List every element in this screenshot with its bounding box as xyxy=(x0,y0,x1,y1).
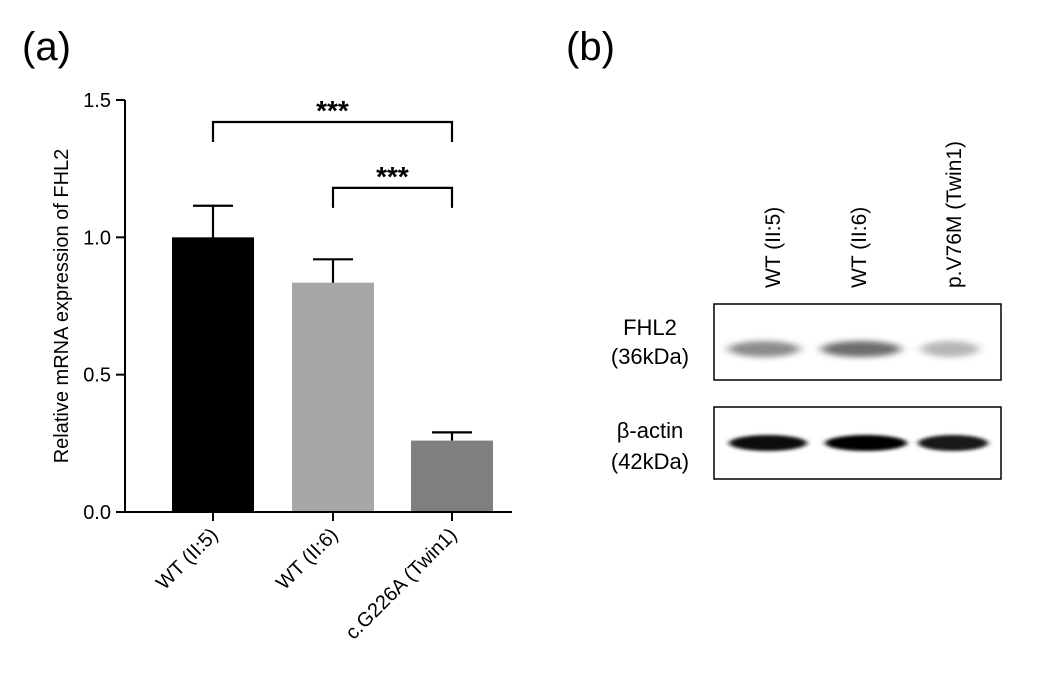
blot-row-size-fhl2: (36kDa) xyxy=(611,344,689,369)
blot-band xyxy=(728,341,800,357)
bar xyxy=(292,282,374,512)
y-tick-label: 0.5 xyxy=(83,365,111,387)
panel-a-label: (a) xyxy=(22,25,71,69)
blot-band xyxy=(729,435,807,451)
x-category-label: WT (II:6) xyxy=(272,524,342,594)
bands-fhl2 xyxy=(728,341,979,357)
x-axis: WT (II:5) WT (II:6)c.G226A (Twin1) xyxy=(124,511,512,644)
significance-bracket xyxy=(211,120,454,142)
significance-brackets: *** *** xyxy=(211,95,454,208)
blot-row-size-actin: (42kDa) xyxy=(611,449,689,474)
y-tick-label: 0.0 xyxy=(83,502,111,524)
x-category-label: WT (II:5) xyxy=(152,524,222,594)
blot-row-name-fhl2: FHL2 xyxy=(623,315,677,340)
bar-chart: Relative mRNA expression of FHL2 0.0 0.5 1… xyxy=(51,90,512,644)
lane-label: p.V76M (Twin1) xyxy=(943,141,966,288)
lane-label: WT (II:6) xyxy=(848,207,871,288)
bands-actin xyxy=(729,435,988,451)
western-blot: WT (II:5) WT (II:6) p.V76M (Twin1) FHL2 (3… xyxy=(611,141,1002,480)
blot-row-name-actin: β-actin xyxy=(617,418,683,443)
significance-label: *** xyxy=(376,161,409,192)
lane-label: WT (II:5) xyxy=(762,207,785,288)
significance-bracket xyxy=(331,186,454,208)
y-axis: 0.0 0.5 1.0 1.5 xyxy=(83,90,126,524)
blot-band xyxy=(825,435,907,451)
significance-label: *** xyxy=(316,95,349,126)
x-category-label: c.G226A (Twin1) xyxy=(341,524,461,644)
blot-band xyxy=(918,435,988,451)
blot-band xyxy=(821,341,901,357)
bar xyxy=(172,237,254,513)
panel-b-label: (b) xyxy=(566,25,615,69)
blot-band xyxy=(921,341,979,357)
y-axis-title: Relative mRNA expression of FHL2 xyxy=(51,149,73,464)
bars xyxy=(172,237,493,513)
lane-labels: WT (II:5) WT (II:6) p.V76M (Twin1) xyxy=(762,141,966,288)
y-tick-label: 1.0 xyxy=(83,227,111,249)
error-bars xyxy=(193,204,472,441)
y-tick-label: 1.5 xyxy=(83,90,111,112)
bar xyxy=(411,440,493,512)
